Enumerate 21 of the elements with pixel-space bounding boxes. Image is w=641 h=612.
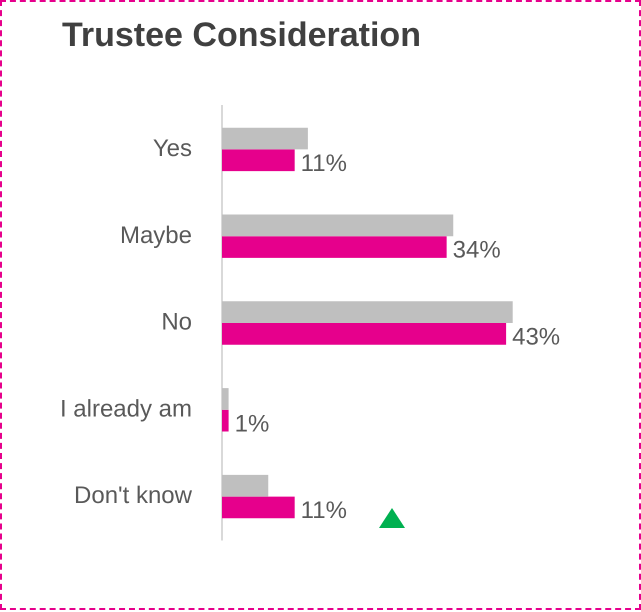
data-label: 43%	[512, 323, 560, 350]
data-label: 34%	[452, 236, 501, 264]
bar	[222, 410, 229, 432]
bar	[222, 236, 447, 258]
y-tick-label: No	[161, 308, 192, 336]
y-tick-label: Yes	[152, 135, 192, 162]
bar	[222, 128, 308, 150]
y-tick-label: Maybe	[120, 222, 192, 249]
bar	[222, 301, 513, 323]
data-label: 11%	[300, 150, 347, 177]
bar	[222, 323, 506, 345]
y-tick-label: Don't know	[74, 482, 193, 510]
bar	[222, 474, 268, 497]
bar	[222, 388, 229, 410]
data-label: 1%	[234, 410, 270, 438]
data-label: 11%	[300, 497, 347, 524]
bar	[222, 214, 454, 236]
bar	[222, 496, 295, 518]
chart-title: Trustee Consideration	[62, 16, 421, 55]
y-tick-label: I already am	[60, 395, 192, 422]
bar	[222, 149, 295, 172]
